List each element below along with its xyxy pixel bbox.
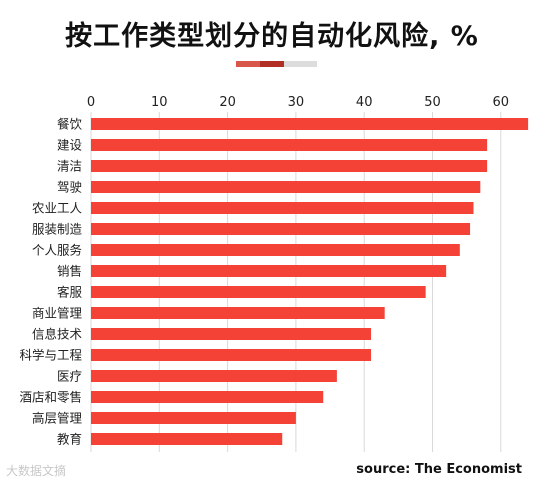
x-tick-label: 10 xyxy=(151,95,168,110)
title-accent-segment-2 xyxy=(260,61,284,67)
bar-15 xyxy=(91,412,296,424)
category-label: 农业工人 xyxy=(32,201,83,216)
bar-8 xyxy=(91,265,447,277)
category-label: 高层管理 xyxy=(32,411,83,426)
x-tick-label: 60 xyxy=(493,95,510,110)
source-note: source: The Economist xyxy=(356,462,522,477)
bar-5 xyxy=(91,202,474,214)
category-label: 客服 xyxy=(57,285,83,300)
category-label: 销售 xyxy=(57,264,82,279)
bar-11 xyxy=(91,328,372,340)
category-label: 服装制造 xyxy=(32,222,83,237)
category-label: 个人服务 xyxy=(32,243,82,258)
category-label: 建设 xyxy=(57,138,83,153)
bar-14 xyxy=(91,391,324,403)
bar-9 xyxy=(91,286,426,298)
title-accent-segment-3 xyxy=(284,61,317,67)
bar-3 xyxy=(91,160,488,172)
x-tick-label: 30 xyxy=(288,95,305,110)
category-label: 科学与工程 xyxy=(19,348,82,363)
category-label: 清洁 xyxy=(57,159,82,174)
bar-2 xyxy=(91,139,488,151)
bar-10 xyxy=(91,307,385,319)
bar-1 xyxy=(91,118,529,130)
bar-6 xyxy=(91,223,471,235)
category-label: 驾驶 xyxy=(57,180,83,195)
bar-12 xyxy=(91,349,372,361)
bar-7 xyxy=(91,244,460,256)
x-tick-label: 50 xyxy=(424,95,441,110)
chart-title: 按工作类型划分的自动化风险, % xyxy=(65,21,479,52)
category-label: 信息技术 xyxy=(32,327,83,342)
category-label: 餐饮 xyxy=(57,117,83,132)
bar-16 xyxy=(91,433,283,445)
x-tick-label: 0 xyxy=(87,95,95,110)
bar-4 xyxy=(91,181,481,193)
category-label: 医疗 xyxy=(57,369,82,384)
category-label: 商业管理 xyxy=(32,306,83,321)
x-tick-label: 20 xyxy=(219,95,236,110)
x-tick-label: 40 xyxy=(356,95,373,110)
watermark-logo: 大数据文摘 xyxy=(6,464,67,478)
category-label: 酒店和零售 xyxy=(19,390,82,405)
title-accent-segment-1 xyxy=(236,61,260,67)
bar-13 xyxy=(91,370,337,382)
category-label: 教育 xyxy=(57,432,82,447)
